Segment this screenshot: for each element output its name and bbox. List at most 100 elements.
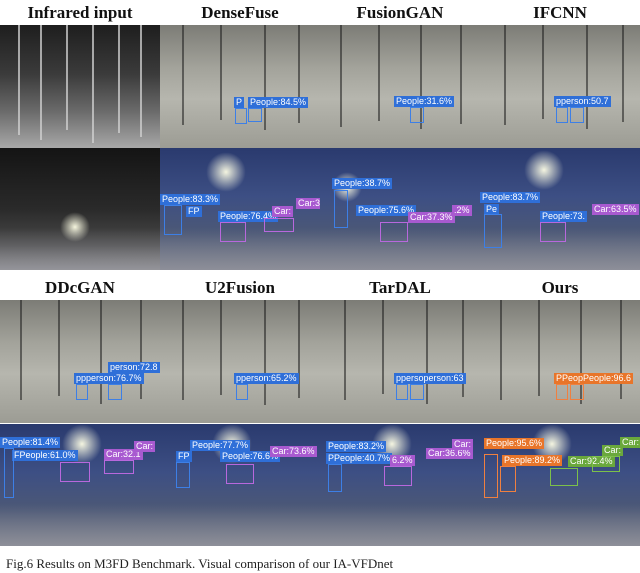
tree-trunk: [220, 300, 222, 395]
detection-label: Car:36.6%: [426, 448, 473, 459]
fusiongan-street-image: People:38.7% People:75.6% Car:37.3% .2%: [320, 148, 480, 270]
detection-label: People:73.: [540, 211, 588, 222]
tardal-street-image: People:83.2% PPeople:40.7% 6.2% Car:36.6…: [320, 424, 480, 546]
road: [320, 504, 480, 546]
u2fusion-street-image: People:77.7% FP People:76.6% Car:73.6%: [160, 424, 320, 546]
detection-box: [500, 466, 516, 492]
detection-label: People:38.7%: [332, 178, 393, 189]
detection-label: People:83.3%: [160, 194, 221, 205]
detection-label: Car:92.4%: [568, 456, 615, 467]
detection-label: person:72.8: [108, 362, 160, 373]
detection-box: [334, 190, 348, 228]
tree-trunk: [220, 25, 222, 120]
tree-trunk: [538, 300, 540, 396]
tree-trunk: [382, 300, 384, 394]
tree-trunk: [298, 25, 300, 123]
detection-label: People:75.6%: [356, 205, 417, 216]
column-title-ddcgan: DDcGAN: [45, 278, 115, 297]
tree-trunk: [500, 300, 502, 400]
detection-label: Car:: [272, 206, 294, 217]
detection-box: [540, 222, 566, 242]
detection-label: Pe: [484, 204, 500, 215]
detection-label: Car:32.1: [104, 449, 143, 460]
tree-trunk: [344, 300, 346, 400]
detection-label: .2%: [452, 205, 472, 216]
fusiongan-forest-image: People:31.6%: [320, 25, 480, 148]
detection-label: pperson:50.7: [554, 96, 611, 107]
tree-trunk: [264, 300, 266, 405]
tree-trunk: [18, 25, 20, 135]
tree-trunk: [460, 25, 462, 124]
detection-label: People:89.2%: [502, 455, 563, 466]
detection-box: [248, 108, 262, 122]
column-title-u2fusion: U2Fusion: [205, 278, 275, 297]
road: [0, 504, 160, 546]
detection-box: [60, 462, 90, 482]
detection-label: People:76.4%: [218, 211, 279, 222]
detection-label: People:83.2%: [326, 441, 387, 452]
detection-label: P: [234, 97, 245, 108]
detection-box: [556, 384, 568, 400]
ddcgan-forest-image: person:72.8 ppperson:76.7%: [0, 300, 160, 423]
tree-trunk: [580, 300, 582, 404]
detection-label: PPeopPeople:96.6: [554, 373, 634, 384]
detection-label: FPeople:61.0%: [12, 450, 78, 461]
infrared-forest-image: [0, 25, 160, 148]
tree-trunk: [40, 25, 42, 140]
tree-trunk: [340, 25, 342, 127]
ours-forest-image: PPeopPeople:96.6: [480, 300, 640, 423]
densefuse-forest-image: P People:84.5%: [160, 25, 320, 148]
detection-box: [76, 384, 88, 400]
detection-label: ppperson:76.7%: [74, 373, 144, 384]
detection-box: [236, 384, 248, 400]
detection-box: [4, 448, 14, 498]
detection-label: People:95.6%: [484, 438, 545, 449]
tree-trunk: [92, 25, 94, 143]
detection-box: [164, 205, 182, 235]
detection-box: [235, 108, 247, 124]
ifcnn-street-image: People:83.7% Pe People:73. Car:63.5%: [480, 148, 640, 270]
column-title-densefuse: DenseFuse: [201, 3, 279, 22]
detection-label: People:76.6%: [220, 451, 281, 462]
tardal-forest-image: ppersoperson:63: [320, 300, 480, 423]
tree-trunk: [586, 25, 588, 129]
tree-trunk: [182, 25, 184, 125]
road: [480, 228, 640, 270]
detection-label: FP: [186, 206, 202, 217]
detection-box: [410, 384, 424, 400]
detection-label: Car:73.6%: [270, 446, 317, 457]
detection-box: [556, 107, 568, 123]
detection-box: [484, 214, 502, 248]
detection-label: People:84.5%: [248, 97, 309, 108]
detection-label: Car:3: [296, 198, 320, 209]
detection-box: [226, 464, 254, 484]
detection-box: [410, 107, 424, 123]
column-title-fusiongan: FusionGAN: [356, 3, 444, 22]
ifcnn-forest-image: pperson:50.7: [480, 25, 640, 148]
detection-label: People:83.7%: [480, 192, 541, 203]
detection-label: People:31.6%: [394, 96, 455, 107]
detection-box: [484, 454, 498, 498]
detection-label: Car:37.3%: [408, 212, 455, 223]
light-glow: [524, 150, 564, 190]
tree-trunk: [140, 25, 142, 137]
detection-box: [108, 384, 122, 400]
tree-trunk: [420, 25, 422, 129]
tree-trunk: [182, 300, 184, 400]
detection-label: FP: [176, 451, 192, 462]
detection-label: Car:63.5%: [592, 204, 639, 215]
tree-trunk: [426, 300, 428, 404]
detection-box: [220, 222, 246, 242]
road: [160, 228, 320, 270]
detection-box: [104, 460, 134, 474]
u2fusion-forest-image: pperson:65.2%: [160, 300, 320, 423]
tree-trunk: [100, 300, 102, 404]
column-title-infrared-input: Infrared input: [27, 3, 133, 22]
detection-box: [384, 466, 412, 486]
figure-caption: Fig.6 Results on M3FD Benchmark. Visual …: [6, 556, 394, 571]
ours-street-image: People:95.6% People:89.2% Car:92.4% Car:…: [480, 424, 640, 546]
tree-trunk: [118, 25, 120, 133]
light-glow: [206, 152, 246, 192]
tree-trunk: [58, 300, 60, 396]
detection-label: pperson:65.2%: [234, 373, 299, 384]
